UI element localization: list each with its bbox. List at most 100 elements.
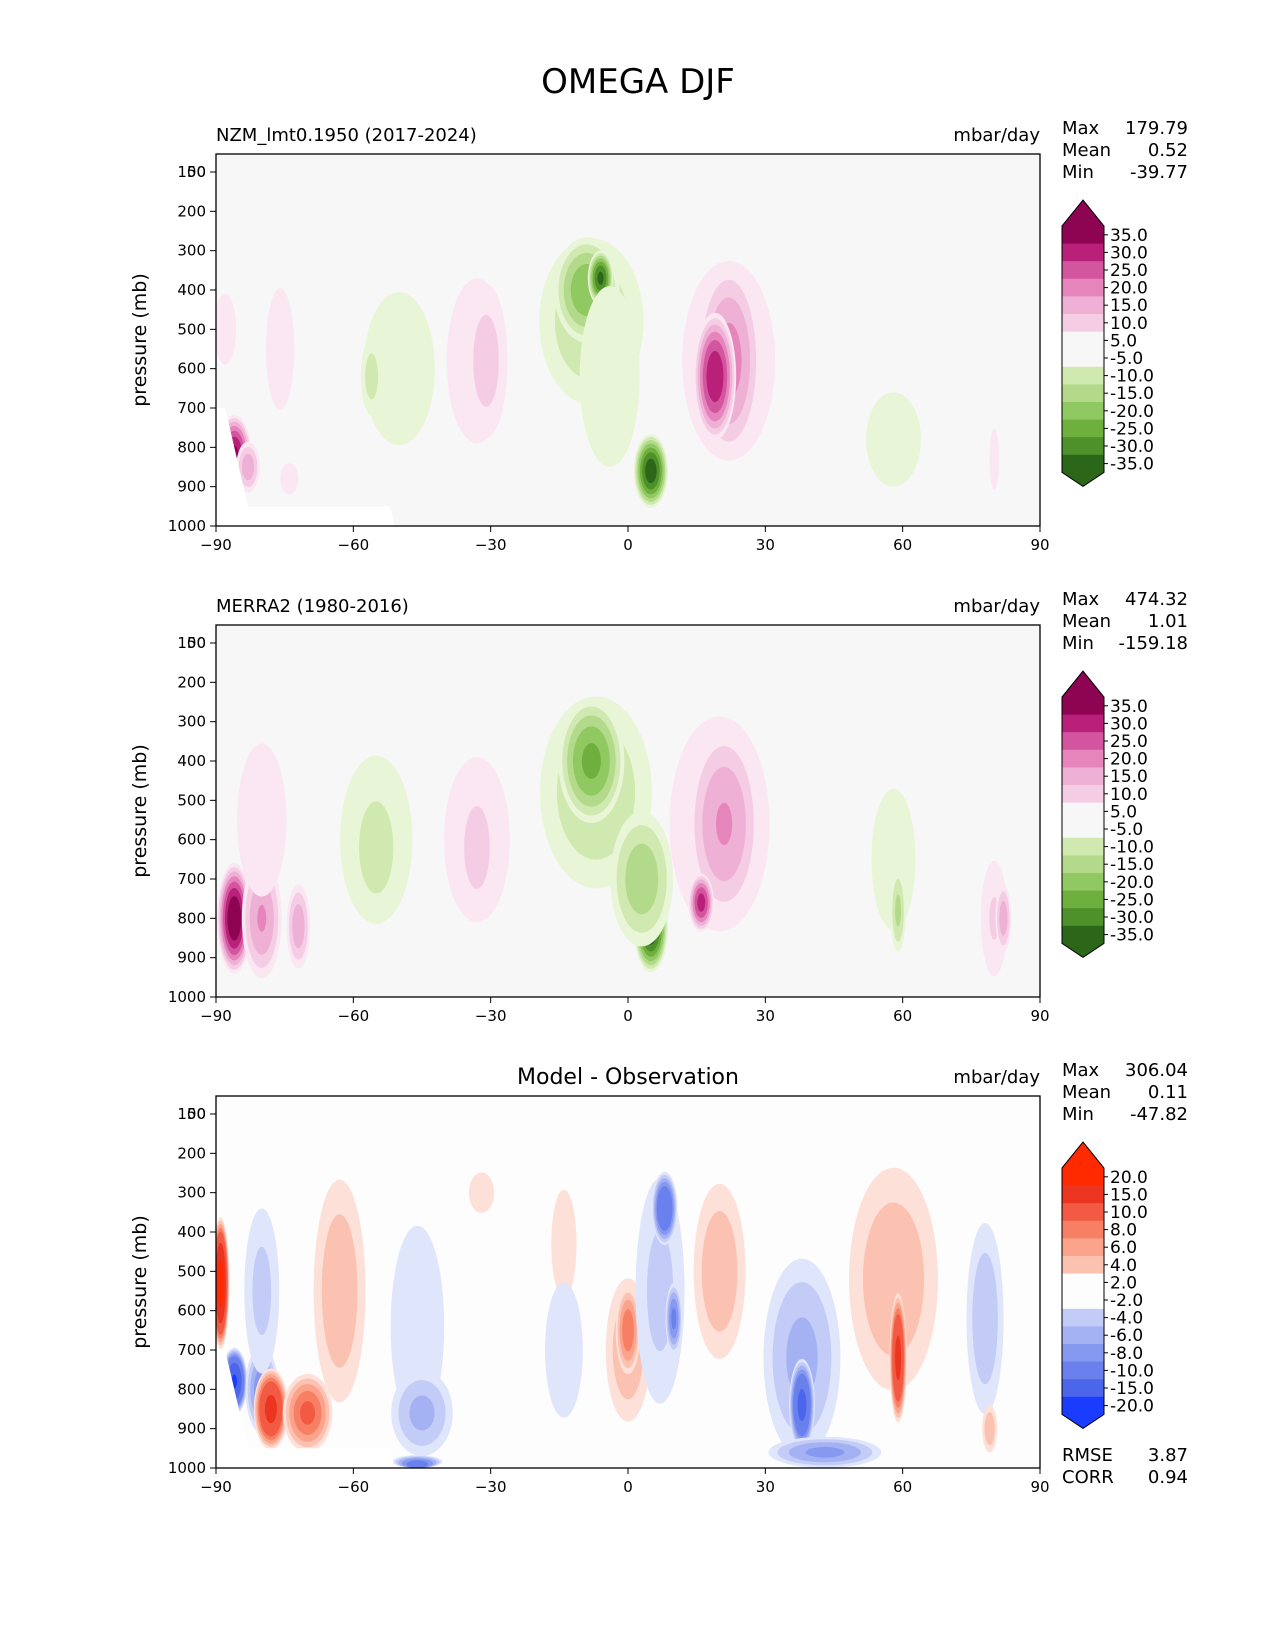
colorbar-bin — [1062, 226, 1104, 245]
y-tick-label: 1000 — [168, 1459, 206, 1477]
x-tick-label: −90 — [200, 1478, 232, 1496]
colorbar-tick-label: 20.0 — [1110, 1168, 1148, 1188]
colorbar-bin — [1062, 296, 1104, 315]
colorbar-bin — [1062, 873, 1104, 892]
y-tick-label: 50 — [187, 1105, 206, 1123]
colorbar-bin — [1062, 908, 1104, 927]
colorbar-tick-label: -4.0 — [1110, 1309, 1143, 1329]
contour-field — [216, 237, 999, 508]
x-tick-label: 30 — [756, 1478, 775, 1496]
y-tick-label: 1000 — [168, 988, 206, 1006]
x-tick-label: −60 — [338, 1478, 370, 1496]
y-axis-label: pressure (mb) — [129, 744, 151, 878]
y-tick-label: 700 — [177, 1341, 206, 1359]
corr-value: 0.94 — [1148, 1467, 1188, 1488]
contour-level-12-0 — [579, 286, 640, 467]
colorbar-extend-top — [1062, 671, 1104, 697]
contour-level-7-1 — [464, 806, 490, 889]
y-tick-label: 600 — [177, 831, 206, 849]
colorbar-bin — [1062, 1273, 1104, 1292]
colorbar-bin — [1062, 749, 1104, 768]
colorbar-tick-label: -10.0 — [1110, 1361, 1154, 1381]
colorbar-extend-bottom — [1062, 1414, 1104, 1429]
y-tick-label: 400 — [177, 1223, 206, 1241]
colorbar-bin — [1062, 349, 1104, 368]
units-label: mbar/day — [953, 596, 1040, 617]
x-tick-label: 0 — [623, 1007, 633, 1025]
contour-level-2-0 — [280, 463, 299, 495]
contour-level-5-1 — [359, 801, 394, 894]
colorbar-tick-label: -10.0 — [1110, 838, 1154, 858]
colorbar-tick-label: 10.0 — [1110, 314, 1148, 334]
colorbar-bin — [1062, 1203, 1104, 1222]
colorbar-tick-label: 20.0 — [1110, 279, 1148, 299]
colorbar-tick-label: 8.0 — [1110, 1221, 1137, 1241]
y-tick-label: 700 — [177, 870, 206, 888]
colorbar-bin — [1062, 1256, 1104, 1275]
colorbar-bin — [1062, 243, 1104, 262]
colorbar-tick-label: 4.0 — [1110, 1256, 1137, 1276]
contour-level-21-3 — [805, 1446, 845, 1458]
contour-level-13-6 — [645, 458, 657, 484]
rmse-label: RMSE — [1062, 1445, 1113, 1466]
colorbar-bin — [1062, 1185, 1104, 1204]
y-tick-label: 200 — [177, 202, 206, 220]
x-tick-label: −60 — [338, 1007, 370, 1025]
colorbar-tick-label: -8.0 — [1110, 1344, 1143, 1364]
x-tick-label: 0 — [623, 536, 633, 554]
colorbar-bin — [1062, 1344, 1104, 1363]
y-tick-label: 500 — [177, 1262, 206, 1280]
contour-field — [216, 1167, 1004, 1468]
x-tick-label: −90 — [200, 1007, 232, 1025]
contour-level-4-0 — [216, 293, 237, 365]
colorbar-tick-label: -20.0 — [1110, 402, 1154, 422]
contour-level-8-2 — [409, 1395, 435, 1431]
stat-value: -47.82 — [1130, 1104, 1188, 1125]
y-tick-label: 200 — [177, 673, 206, 691]
contour-level-17-4 — [671, 1307, 677, 1330]
colorbar-bin — [1062, 261, 1104, 280]
contour-level-0-6 — [217, 1259, 224, 1308]
stat-label: Mean — [1062, 1082, 1111, 1103]
stat-value: 0.52 — [1148, 140, 1188, 161]
colorbar-tick-label: -15.0 — [1110, 1379, 1154, 1399]
colorbar-tick-label: 35.0 — [1110, 226, 1148, 246]
colorbar-tick-label: 25.0 — [1110, 732, 1148, 752]
x-tick-label: 0 — [623, 1478, 633, 1496]
contour-level-5-0 — [363, 292, 435, 446]
colorbar-tick-label: -30.0 — [1110, 437, 1154, 457]
colorbar-bin — [1062, 890, 1104, 909]
colorbar-outline — [1061, 199, 1105, 488]
y-tick-label: 800 — [177, 438, 206, 456]
y-tick-label: 50 — [187, 163, 206, 181]
contour-level-3-0 — [237, 743, 287, 897]
contour-level-22-1 — [862, 1202, 925, 1356]
stat-label: Max — [1062, 118, 1100, 139]
colorbar-tick-label: -5.0 — [1110, 820, 1143, 840]
y-tick-label: 400 — [177, 752, 206, 770]
stat-label: Max — [1062, 589, 1100, 610]
contour-level-9-4 — [406, 1460, 429, 1468]
colorbar-bin — [1062, 697, 1104, 716]
colorbar-bin — [1062, 1168, 1104, 1187]
contour-level-1-3 — [257, 904, 267, 932]
contour-level-3-0 — [265, 288, 295, 410]
contour-level-18-0 — [989, 428, 999, 490]
colorbar-tick-label: -20.0 — [1110, 873, 1154, 893]
colorbar-outline — [1061, 670, 1105, 959]
stat-value: 1.01 — [1148, 611, 1188, 632]
colorbar-bin — [1062, 820, 1104, 839]
stat-value: 179.79 — [1125, 118, 1188, 139]
y-tick-label: 800 — [177, 909, 206, 927]
colorbar-tick-label: 30.0 — [1110, 714, 1148, 734]
contour-level-12-0 — [545, 1282, 583, 1418]
stat-label: Min — [1062, 1104, 1094, 1125]
contour-level-16-2 — [895, 894, 902, 927]
colorbar-bin — [1062, 366, 1104, 385]
stat-label: Min — [1062, 633, 1094, 654]
colorbar-extend-bottom — [1062, 472, 1104, 487]
units-label: mbar/day — [953, 1067, 1040, 1088]
